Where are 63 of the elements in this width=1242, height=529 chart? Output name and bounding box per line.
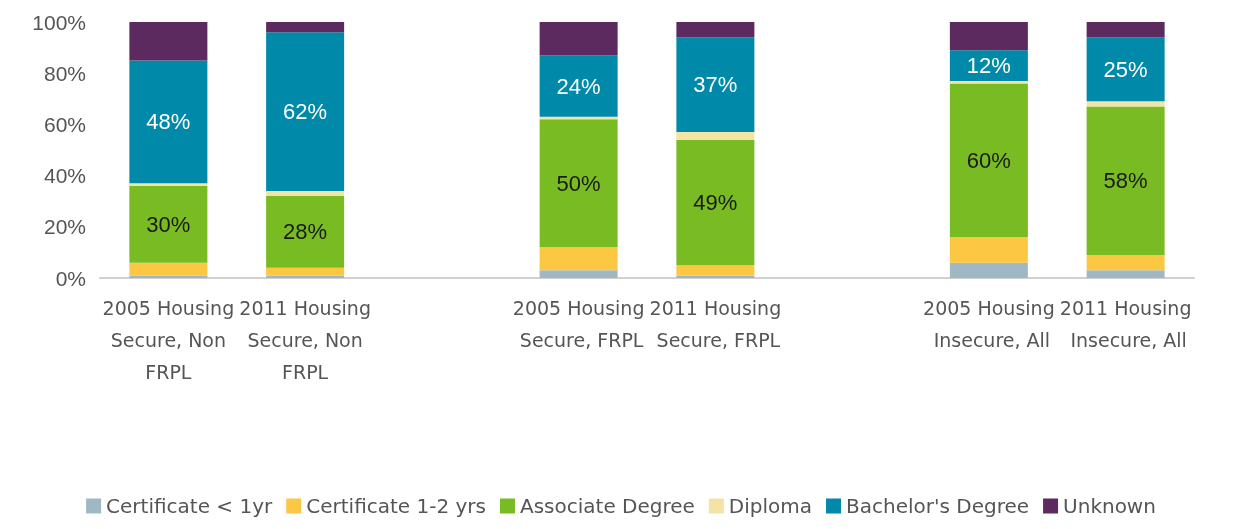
data-label: 58% (1103, 168, 1148, 194)
bar (539, 270, 618, 278)
bar (949, 262, 1028, 278)
legend-label: Certificate 1-2 yrs (306, 494, 486, 518)
y-tick-label: 80% (43, 61, 86, 85)
data-label: 50% (556, 170, 601, 196)
legend-label: Unknown (1063, 494, 1156, 518)
data-label: 62% (283, 99, 328, 125)
bar (539, 247, 618, 271)
x-tick-label: 2005 Housing Secure, FRPL (512, 297, 645, 351)
x-tick-label: 2005 Housing Insecure, All (923, 297, 1055, 351)
data-label: 28% (283, 219, 328, 245)
bar (266, 190, 345, 197)
bar (266, 32, 345, 191)
bar (676, 139, 755, 266)
data-label: 12% (966, 53, 1011, 79)
data-label: 24% (556, 73, 601, 99)
bar (129, 275, 208, 278)
data-label: 48% (146, 109, 191, 135)
bar (266, 196, 345, 268)
bar (1086, 37, 1165, 102)
y-tick-label: 100% (32, 10, 86, 34)
bar (266, 22, 345, 33)
data-label: 37% (693, 72, 738, 98)
bar (129, 262, 208, 276)
bar (1086, 106, 1165, 255)
bar (949, 22, 1028, 51)
data-label: 25% (1103, 56, 1148, 82)
legend-label: Certificate < 1yr (106, 494, 274, 518)
x-tick-label: 2011 Housing Insecure, All (1059, 297, 1192, 351)
bar (1086, 101, 1165, 107)
bar (129, 185, 208, 263)
legend-label: Diploma (728, 494, 813, 518)
data-label: 60% (966, 147, 1011, 173)
bar (266, 267, 345, 276)
x-tick-label: 2011 Housing Secure, FRPL (649, 297, 782, 351)
y-tick-label: 40% (43, 164, 86, 188)
bar (949, 83, 1028, 238)
bar (1086, 254, 1165, 271)
bar (539, 55, 618, 117)
bar (949, 237, 1028, 263)
bar (676, 275, 755, 278)
bar (129, 183, 208, 186)
bar (676, 37, 755, 133)
bar (676, 22, 755, 38)
bar (129, 22, 208, 61)
bar (1086, 22, 1165, 38)
y-tick-label: 60% (43, 112, 86, 136)
bar (676, 132, 755, 140)
bar (539, 119, 618, 248)
data-label: 30% (146, 211, 191, 237)
bar (1086, 270, 1165, 278)
legend-label: Bachelor's Degree (846, 494, 1030, 518)
bar (676, 265, 755, 276)
legend-label: Associate Degree (519, 494, 695, 518)
x-tick-label: 2005 Housing Secure, Non FRPL (102, 297, 235, 383)
data-label: 49% (693, 189, 738, 215)
x-tick-label: 2011 Housing Secure, Non FRPL (239, 297, 371, 383)
bar (129, 60, 208, 184)
y-tick-label: 0% (55, 266, 86, 290)
bar (539, 22, 618, 56)
bar (266, 275, 345, 278)
y-tick-label: 20% (43, 215, 86, 239)
